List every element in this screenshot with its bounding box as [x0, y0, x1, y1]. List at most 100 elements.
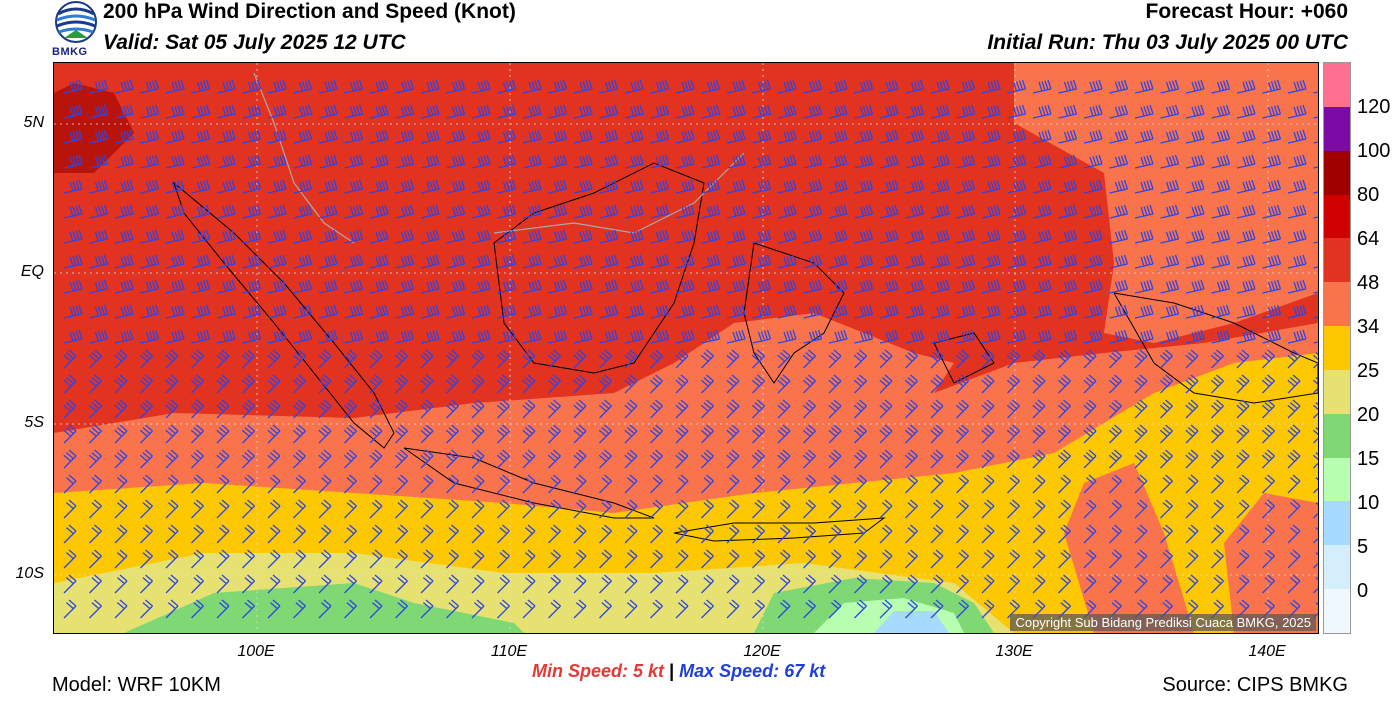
- wind-barb: [1262, 574, 1275, 594]
- wind-barb: [497, 304, 517, 319]
- lon-label-100e: 100E: [237, 643, 275, 660]
- wind-barb: [1287, 374, 1301, 394]
- wind-barb: [548, 104, 568, 119]
- wind-barb: [1236, 424, 1250, 444]
- wind-barb: [318, 204, 338, 219]
- wind-barb: [675, 349, 689, 369]
- wind-barb: [777, 179, 797, 194]
- colorbar-segment: [1324, 457, 1350, 502]
- wind-barb: [420, 374, 434, 394]
- wind-barb: [522, 154, 542, 169]
- wind-barb: [726, 279, 746, 294]
- wind-barb: [624, 154, 644, 169]
- wind-barb: [395, 524, 408, 544]
- wind-barb: [675, 449, 689, 469]
- wind-barb: [165, 229, 185, 244]
- wind-barb: [522, 79, 542, 94]
- wind-barb: [140, 474, 153, 494]
- wind-barb: [1185, 154, 1205, 169]
- wind-barb: [216, 204, 236, 219]
- wind-barb: [241, 399, 255, 419]
- wind-barb: [1007, 474, 1020, 494]
- wind-barb: [1185, 399, 1199, 419]
- wind-barb: [1083, 79, 1103, 94]
- wind-barb: [1083, 474, 1097, 494]
- wind-barb: [879, 154, 899, 169]
- wind-barb: [726, 254, 746, 269]
- wind-barb: [344, 254, 364, 269]
- wind-barb: [1236, 329, 1256, 344]
- wind-barb: [1109, 524, 1122, 544]
- wind-barb: [930, 104, 950, 119]
- wind-barb: [930, 154, 950, 169]
- wind-barb: [930, 279, 950, 294]
- wind-barb: [650, 204, 670, 219]
- wind-barb: [853, 374, 867, 394]
- wind-barb: [1006, 349, 1020, 369]
- wind-barb: [599, 204, 619, 219]
- wind-barb: [1211, 229, 1231, 244]
- wind-barb: [956, 254, 976, 269]
- source-label: Source: CIPS BMKG: [1162, 674, 1348, 696]
- wind-barb: [650, 179, 670, 194]
- wind-barb: [1134, 574, 1148, 594]
- wind-barb: [191, 204, 211, 219]
- wind-barb: [981, 524, 995, 544]
- wind-barb: [242, 204, 262, 219]
- wind-barb: [1058, 524, 1071, 544]
- wind-barb: [828, 129, 848, 144]
- wind-barb: [854, 254, 874, 269]
- wind-barb: [1236, 254, 1256, 269]
- wind-barb: [828, 524, 842, 544]
- wind-barb: [573, 499, 587, 519]
- wind-barb: [165, 474, 179, 494]
- wind-barb: [446, 204, 466, 219]
- wind-barb: [1108, 399, 1122, 419]
- wind-barb: [1109, 549, 1122, 569]
- wind-barb: [1007, 304, 1027, 319]
- wind-barb: [343, 374, 357, 394]
- colorbar-label-25: 25: [1357, 360, 1380, 382]
- wind-barb: [446, 279, 466, 294]
- wind-barb: [165, 374, 179, 394]
- wind-barb: [1032, 204, 1052, 219]
- wind-barb: [701, 104, 721, 119]
- wind-barb: [981, 79, 1001, 94]
- wind-barb: [446, 104, 466, 119]
- wind-barb: [650, 229, 670, 244]
- wind-barb: [63, 424, 77, 444]
- wind-barb: [88, 374, 102, 394]
- wind-barb: [1109, 574, 1122, 594]
- wind-barb: [63, 129, 83, 144]
- wind-barb: [267, 574, 281, 594]
- wind-barb: [497, 524, 510, 544]
- wind-barb: [394, 399, 408, 419]
- wind-barb: [803, 254, 823, 269]
- wind-barb: [854, 204, 874, 219]
- wind-barb: [598, 424, 612, 444]
- wind-barb: [726, 204, 746, 219]
- wind-barb: [1185, 79, 1205, 94]
- colorbar-segment: [1324, 106, 1350, 151]
- wind-barb: [522, 129, 542, 144]
- wind-barb: [930, 329, 950, 344]
- wind-barb: [114, 279, 134, 294]
- wind-barb: [879, 524, 893, 544]
- wind-barb: [675, 549, 689, 569]
- wind-barb: [675, 279, 695, 294]
- wind-barb: [879, 474, 893, 494]
- wind-barb: [777, 79, 797, 94]
- wind-barb: [293, 129, 313, 144]
- wind-barb: [63, 229, 83, 244]
- wind-barb: [1287, 449, 1301, 469]
- wind-barb: [471, 104, 491, 119]
- wind-barb: [395, 574, 408, 594]
- wind-barb: [930, 524, 944, 544]
- wind-barb: [1236, 374, 1250, 394]
- wind-barb: [751, 349, 765, 369]
- wind-barb: [573, 154, 593, 169]
- wind-barb: [1134, 329, 1154, 344]
- wind-barb: [828, 179, 848, 194]
- wind-barb: [420, 304, 440, 319]
- wind-barb: [522, 179, 542, 194]
